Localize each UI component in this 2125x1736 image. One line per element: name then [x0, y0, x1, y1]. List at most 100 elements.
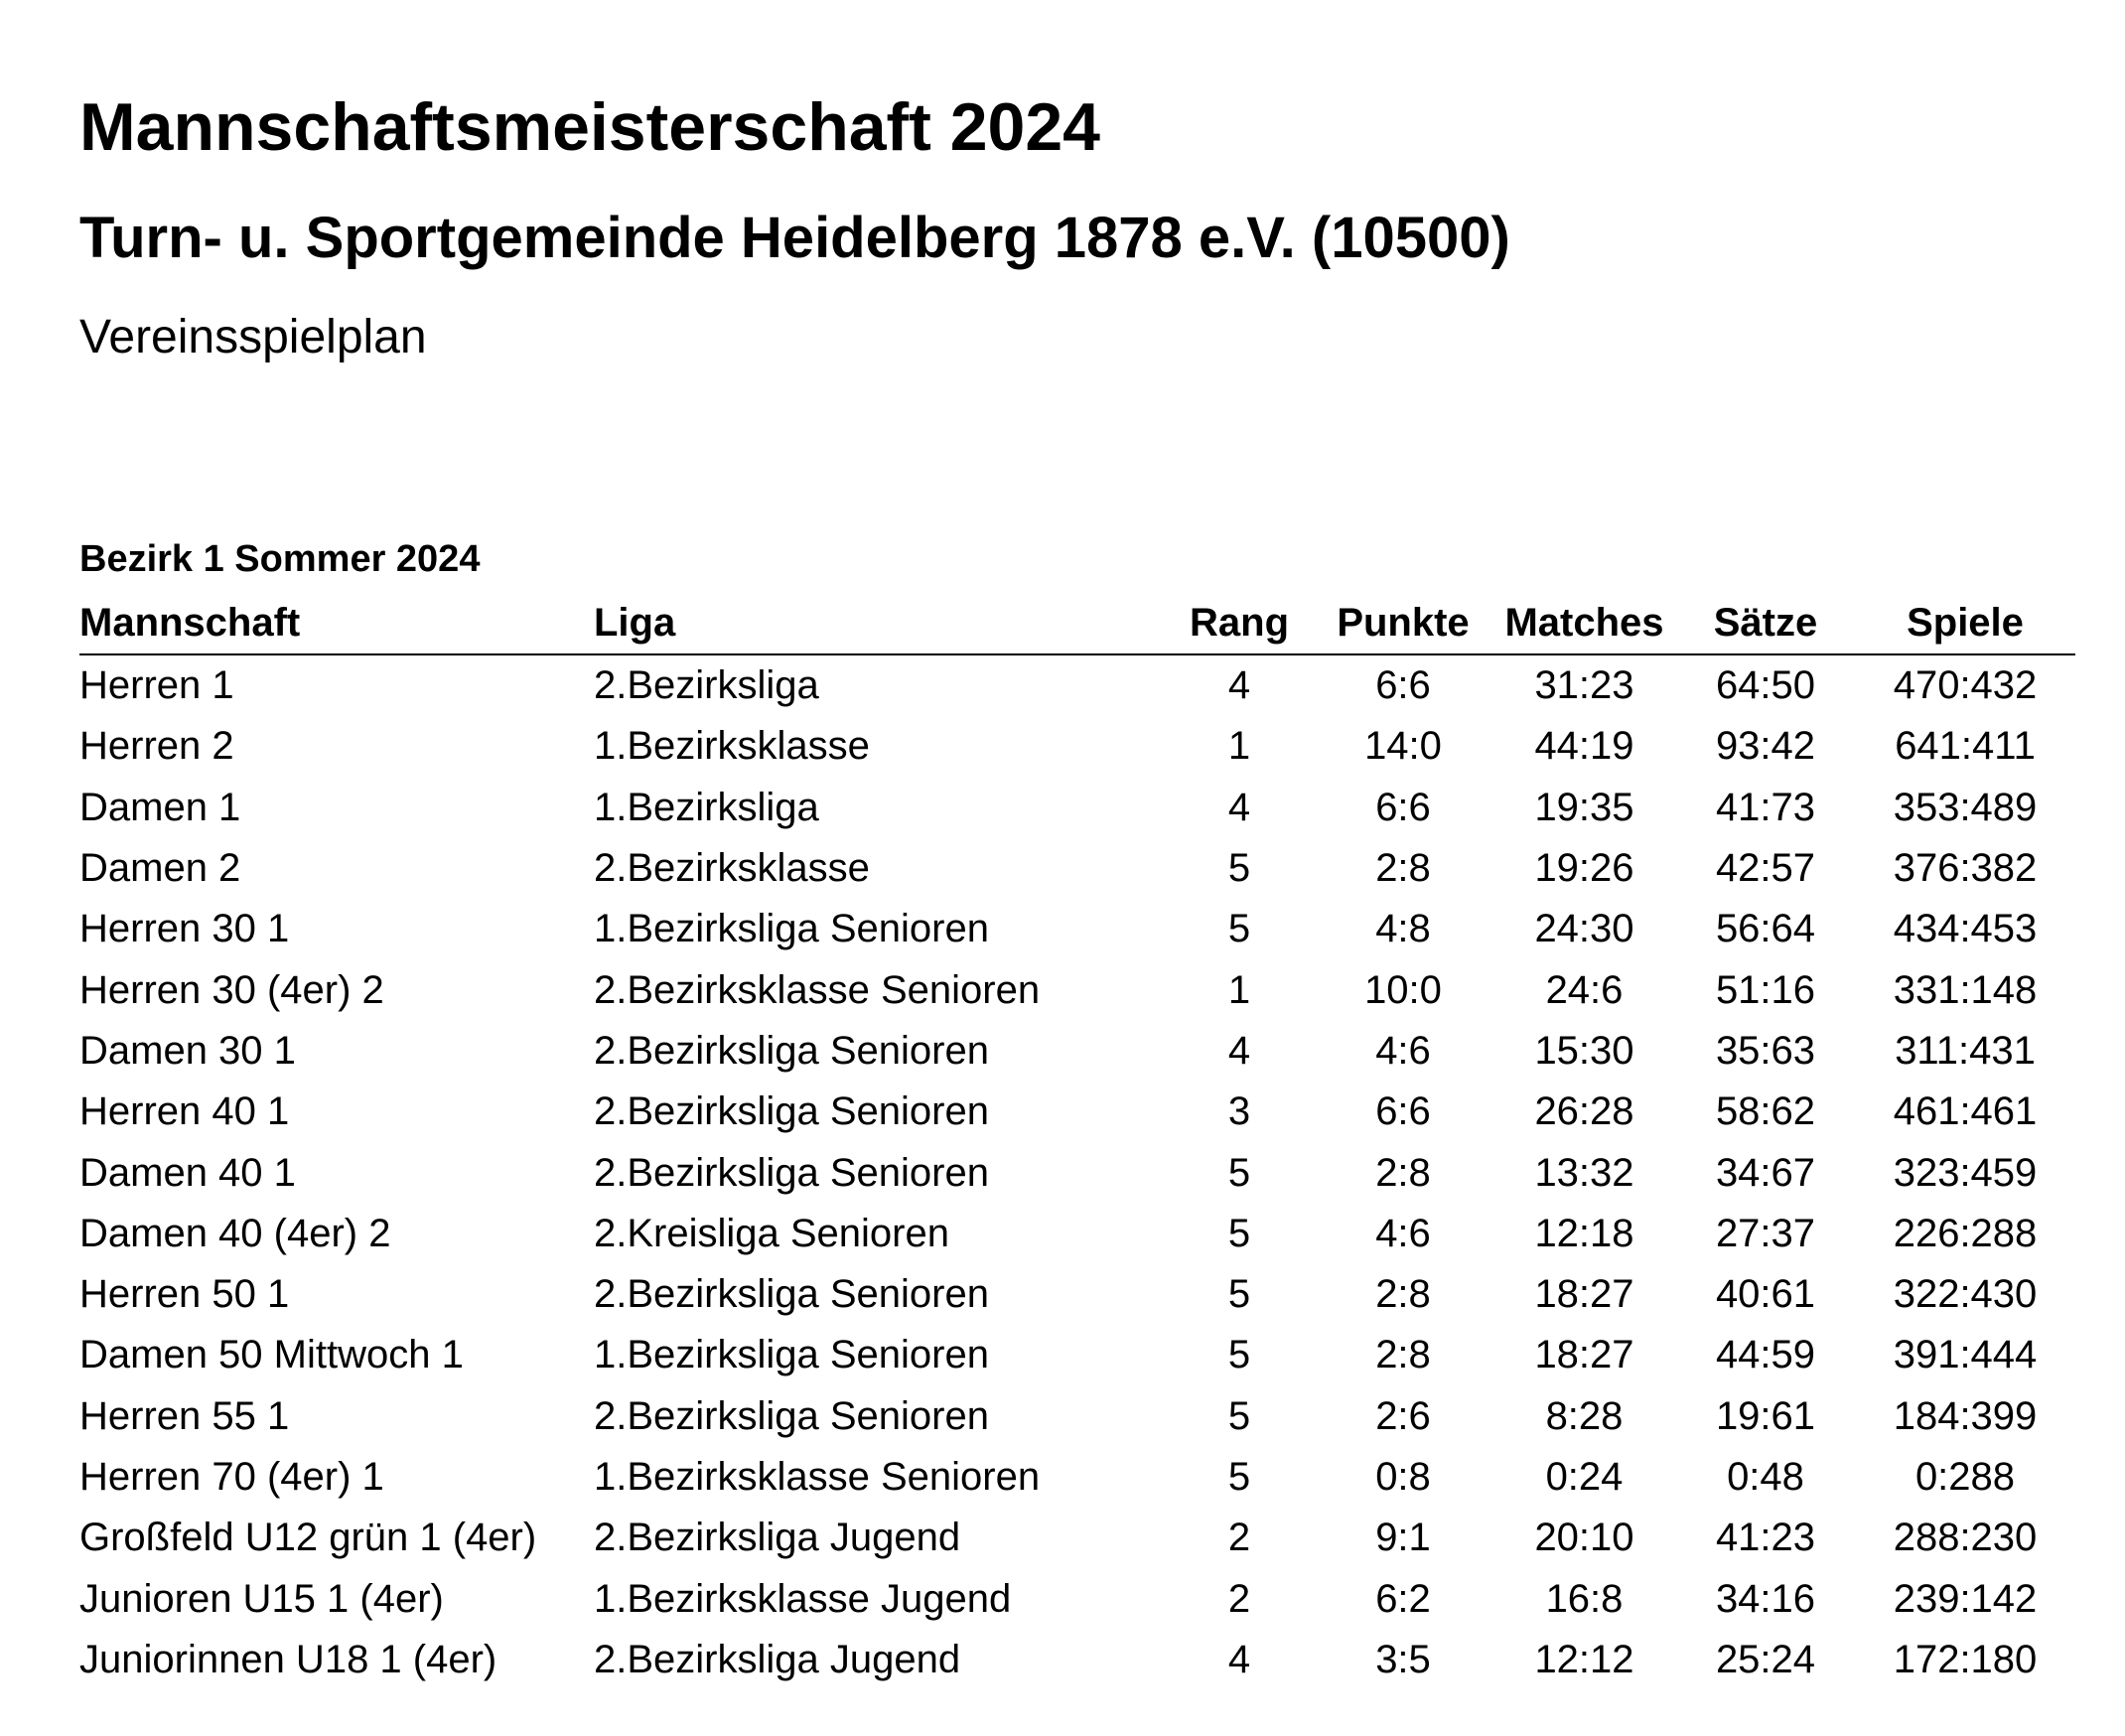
column-header-team: Mannschaft: [79, 592, 594, 655]
league-cell: 2.Kreisliga Senioren: [594, 1211, 949, 1255]
games-cell: 391:444: [1893, 1333, 2038, 1377]
league-cell: 2.Bezirksliga Senioren: [594, 1028, 989, 1073]
matches-cell: 24:30: [1534, 907, 1634, 951]
matches-cell: 24:6: [1545, 967, 1624, 1012]
points-cell: 9:1: [1375, 1516, 1431, 1560]
table-row: Damen 30 1 2.Bezirksliga Senioren 4 4:6 15:3…: [79, 1021, 2075, 1082]
points-cell: 10:0: [1364, 967, 1442, 1012]
points-cell: 2:6: [1375, 1393, 1431, 1438]
rank-cell: 4: [1227, 1637, 1251, 1681]
points-cell: 2:8: [1375, 1333, 1431, 1377]
league-cell: 1.Bezirksliga Senioren: [594, 907, 989, 951]
team-cell: Damen 40 (4er) 2: [79, 1211, 391, 1255]
table-row: Herren 50 1 2.Bezirksliga Senioren 5 2:8 18:…: [79, 1264, 2075, 1325]
rank-cell: 2: [1227, 1516, 1251, 1560]
league-cell: 2.Bezirksliga: [594, 663, 819, 708]
points-cell: 2:8: [1375, 1150, 1431, 1195]
matches-cell: 12:12: [1534, 1637, 1634, 1681]
column-header-matches: Matches: [1492, 592, 1676, 655]
column-header-rank: Rang: [1165, 592, 1314, 655]
rank-cell: 1: [1227, 967, 1251, 1012]
sets-cell: 19:61: [1715, 1393, 1816, 1438]
sets-cell: 41:23: [1715, 1516, 1816, 1560]
rank-cell: 5: [1227, 1211, 1251, 1255]
points-cell: 6:2: [1375, 1576, 1431, 1621]
table-row: Herren 2 1.Bezirksklasse 1 14:0 44:19 93:42 64…: [79, 716, 2075, 777]
points-cell: 6:6: [1375, 785, 1431, 829]
team-cell: Damen 50 Mittwoch 1: [79, 1333, 464, 1377]
table-body: Herren 1 2.Bezirksliga 4 6:6 31:23 64:50 470:4…: [79, 654, 2075, 1690]
points-cell: 2:8: [1375, 846, 1431, 891]
games-cell: 376:382: [1893, 846, 2038, 891]
table-header-row: Mannschaft Liga Rang Punkte Matches Sätz…: [79, 592, 2075, 655]
points-cell: 6:6: [1375, 663, 1431, 708]
points-cell: 4:6: [1375, 1028, 1431, 1073]
games-cell: 470:432: [1893, 663, 2038, 708]
matches-cell: 44:19: [1534, 724, 1634, 769]
sets-cell: 34:67: [1715, 1150, 1816, 1195]
points-cell: 3:5: [1375, 1637, 1431, 1681]
column-header-league: Liga: [594, 592, 1165, 655]
rank-cell: 1: [1227, 724, 1251, 769]
rank-cell: 4: [1227, 663, 1251, 708]
league-cell: 1.Bezirksklasse Jugend: [594, 1576, 1012, 1621]
table-row: Herren 1 2.Bezirksliga 4 6:6 31:23 64:50 470:4…: [79, 654, 2075, 716]
matches-cell: 31:23: [1534, 663, 1634, 708]
games-cell: 331:148: [1893, 967, 2038, 1012]
points-cell: 14:0: [1364, 724, 1442, 769]
rank-cell: 5: [1227, 1272, 1251, 1317]
games-cell: 461:461: [1893, 1089, 2038, 1134]
points-cell: 4:8: [1375, 907, 1431, 951]
league-cell: 2.Bezirksliga Jugend: [594, 1637, 961, 1681]
league-cell: 1.Bezirksliga: [594, 785, 819, 829]
sets-cell: 93:42: [1715, 724, 1816, 769]
games-cell: 641:411: [1895, 724, 2036, 769]
rank-cell: 5: [1227, 1333, 1251, 1377]
table-row: Juniorinnen U18 1 (4er) 2.Bezirksliga Jug…: [79, 1630, 2075, 1690]
rank-cell: 5: [1227, 1150, 1251, 1195]
sets-cell: 41:73: [1715, 785, 1816, 829]
sets-cell: 34:16: [1715, 1576, 1816, 1621]
games-cell: 353:489: [1893, 785, 2038, 829]
sets-cell: 35:63: [1715, 1028, 1816, 1073]
document-type: Vereinsspielplan: [79, 311, 427, 363]
league-cell: 1.Bezirksliga Senioren: [594, 1333, 989, 1377]
team-cell: Damen 30 1: [79, 1028, 296, 1073]
standings-table: Mannschaft Liga Rang Punkte Matches Sätz…: [79, 592, 2075, 1690]
column-header-sets: Sätze: [1676, 592, 1855, 655]
table-row: Junioren U15 1 (4er) 1.Bezirksklasse Juge…: [79, 1568, 2075, 1629]
league-cell: 1.Bezirksklasse Senioren: [594, 1455, 1041, 1499]
league-cell: 2.Bezirksliga Senioren: [594, 1393, 989, 1438]
games-cell: 184:399: [1893, 1393, 2038, 1438]
points-cell: 2:8: [1375, 1272, 1431, 1317]
team-cell: Herren 40 1: [79, 1089, 290, 1134]
team-cell: Herren 70 (4er) 1: [79, 1455, 384, 1499]
rank-cell: 5: [1227, 846, 1251, 891]
matches-cell: 20:10: [1534, 1516, 1634, 1560]
league-cell: 2.Bezirksliga Jugend: [594, 1516, 961, 1560]
matches-cell: 19:35: [1534, 785, 1634, 829]
page-title: Mannschaftsmeisterschaft 2024: [79, 89, 1101, 165]
points-cell: 0:8: [1375, 1455, 1431, 1499]
table-row: Herren 40 1 2.Bezirksliga Senioren 3 6:6 26:…: [79, 1082, 2075, 1142]
league-cell: 2.Bezirksliga Senioren: [594, 1150, 989, 1195]
league-cell: 2.Bezirksliga Senioren: [594, 1272, 989, 1317]
matches-cell: 8:28: [1545, 1393, 1624, 1438]
team-cell: Herren 50 1: [79, 1272, 290, 1317]
table-row: Damen 40 1 2.Bezirksliga Senioren 5 2:8 13:3…: [79, 1142, 2075, 1203]
league-cell: 2.Bezirksklasse: [594, 846, 870, 891]
table-row: Herren 70 (4er) 1 1.Bezirksklasse Seniore…: [79, 1447, 2075, 1508]
rank-cell: 4: [1227, 785, 1251, 829]
rank-cell: 5: [1227, 1393, 1251, 1438]
matches-cell: 26:28: [1534, 1089, 1634, 1134]
rank-cell: 3: [1227, 1089, 1251, 1134]
points-cell: 4:6: [1375, 1211, 1431, 1255]
team-cell: Juniorinnen U18 1 (4er): [79, 1637, 497, 1681]
matches-cell: 18:27: [1534, 1272, 1634, 1317]
games-cell: 323:459: [1893, 1150, 2038, 1195]
team-cell: Großfeld U12 grün 1 (4er): [79, 1516, 537, 1560]
rank-cell: 4: [1227, 1028, 1251, 1073]
rank-cell: 5: [1227, 1455, 1251, 1499]
games-cell: 239:142: [1893, 1576, 2038, 1621]
sets-cell: 56:64: [1715, 907, 1816, 951]
